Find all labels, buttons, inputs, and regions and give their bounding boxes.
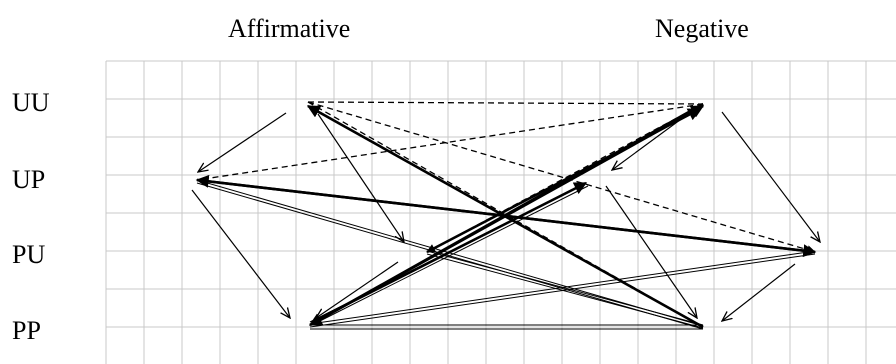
bold-pu-aff-to-uu-neg bbox=[426, 107, 702, 254]
dashed-uu-neg-to-up-aff bbox=[196, 103, 704, 181]
dashed-uu-aff-to-uu-neg bbox=[307, 101, 704, 105]
thin-arrow-up-neg-to-pp-neg bbox=[605, 185, 697, 318]
background-grid bbox=[105, 60, 896, 364]
thin-arrow-uu-neg-to-up-neg bbox=[612, 113, 689, 170]
thin-arrow-uu-to-up bbox=[198, 112, 287, 172]
thin-arrow-up-to-pp bbox=[191, 189, 290, 318]
double-pp-aff-to-up-neg-a bbox=[309, 182, 587, 323]
dashed-uu-aff-to-pu-neg bbox=[307, 101, 816, 255]
thin-arrow-pu-to-pp bbox=[316, 261, 399, 318]
row-label-pp: PP bbox=[12, 316, 41, 345]
column-label-affirmative: Affirmative bbox=[228, 14, 351, 43]
thin-arrow-uu-neg-to-pu-neg bbox=[721, 111, 820, 242]
double-pu-aff-to-pp-neg-b bbox=[426, 253, 704, 329]
thin-arrow-uu-to-pu bbox=[317, 113, 404, 242]
row-label-uu: UU bbox=[12, 88, 50, 117]
double-pp-aff-to-up-neg-b bbox=[311, 185, 589, 326]
row-label-up: UP bbox=[12, 165, 46, 194]
thin-arrow-pu-neg-to-pp-neg bbox=[722, 263, 796, 321]
double-pu-aff-to-pp-neg-a bbox=[426, 250, 704, 326]
double-up-to-pp-neg-a bbox=[196, 179, 704, 327]
dashed-uu-aff-to-pp-neg bbox=[307, 101, 704, 328]
column-label-negative: Negative bbox=[655, 14, 749, 43]
row-label-pu: PU bbox=[12, 240, 46, 269]
